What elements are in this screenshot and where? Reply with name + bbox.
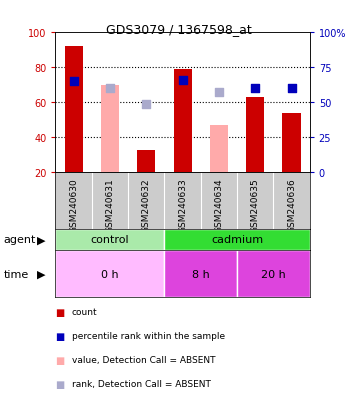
Text: GSM240633: GSM240633 <box>178 178 187 232</box>
Bar <box>174 70 192 173</box>
Bar <box>55 251 164 297</box>
Bar <box>101 85 119 173</box>
Bar <box>237 251 310 297</box>
Bar <box>210 126 228 173</box>
Text: ▶: ▶ <box>37 235 45 245</box>
Text: ▶: ▶ <box>37 269 45 279</box>
Text: GSM240630: GSM240630 <box>69 178 78 232</box>
Text: count: count <box>72 307 97 316</box>
Text: cadmium: cadmium <box>211 235 263 245</box>
Text: GSM240634: GSM240634 <box>214 178 223 232</box>
Text: ■: ■ <box>55 331 65 341</box>
Text: ■: ■ <box>55 307 65 317</box>
Bar <box>55 229 164 251</box>
Point <box>180 77 185 84</box>
Point <box>71 79 77 85</box>
Text: control: control <box>91 235 129 245</box>
Point <box>216 90 222 97</box>
Text: GSM240636: GSM240636 <box>287 178 296 232</box>
Text: percentile rank within the sample: percentile rank within the sample <box>72 331 225 340</box>
Text: ■: ■ <box>55 355 65 365</box>
Bar <box>137 150 155 173</box>
Text: agent: agent <box>4 235 36 245</box>
Text: GDS3079 / 1367598_at: GDS3079 / 1367598_at <box>106 23 252 36</box>
Bar <box>246 98 264 173</box>
Text: 20 h: 20 h <box>261 269 286 279</box>
Text: 0 h: 0 h <box>101 269 119 279</box>
Text: value, Detection Call = ABSENT: value, Detection Call = ABSENT <box>72 355 215 364</box>
Text: rank, Detection Call = ABSENT: rank, Detection Call = ABSENT <box>72 379 211 388</box>
Point <box>289 86 294 93</box>
Point <box>144 101 149 108</box>
Text: GSM240635: GSM240635 <box>251 178 260 232</box>
Bar <box>64 47 83 173</box>
Bar <box>164 229 310 251</box>
Point <box>107 86 113 93</box>
Text: ■: ■ <box>55 379 65 389</box>
Text: GSM240631: GSM240631 <box>106 178 115 232</box>
Point <box>252 86 258 93</box>
Text: time: time <box>4 269 29 279</box>
Bar <box>282 114 301 173</box>
Text: 8 h: 8 h <box>192 269 210 279</box>
Bar <box>164 251 237 297</box>
Text: GSM240632: GSM240632 <box>142 178 151 232</box>
